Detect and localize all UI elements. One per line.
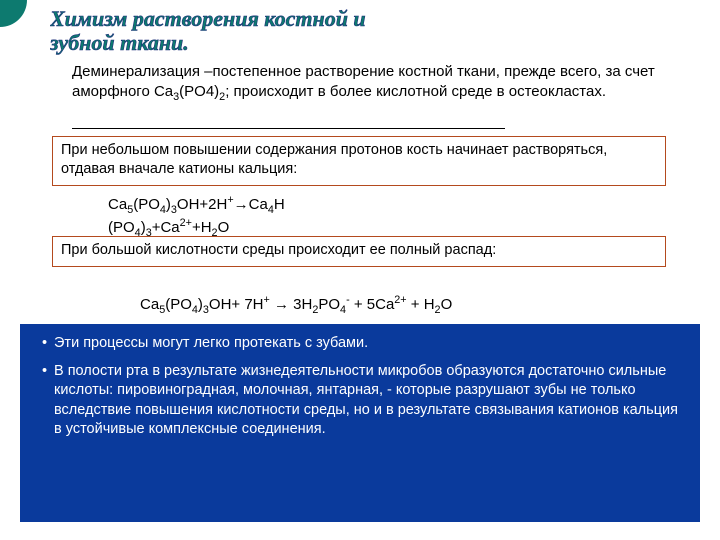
highlight-block: Эти процессы могут легко протекать с зуб… (20, 324, 700, 522)
eq2-t: → 3H (270, 296, 313, 313)
equation-2: Ca5(PO4)3OH+ 7H+ → 3H2PO4- + 5Ca2+ + H2O (140, 294, 640, 316)
title-svg: Химизм растворения костной и зубной ткан… (50, 4, 690, 60)
eq2-t: (PO (165, 296, 192, 313)
bullet-text: В полости рта в результате жизнедеятельн… (54, 363, 678, 438)
eq1-t: H (274, 196, 285, 213)
list-item: В полости рта в результате жизнедеятельн… (42, 362, 686, 440)
eq2-t: Ca (140, 296, 159, 313)
intro-mid-1: (PO4) (179, 83, 219, 100)
eq1-t: (PO (108, 219, 135, 236)
note-box-1-text: При небольшом повышении содержания прото… (61, 142, 607, 177)
intro-underline (72, 128, 505, 129)
eq2-t: O (441, 296, 453, 313)
eq1-t: Ca (108, 196, 127, 213)
bullet-text: Эти процессы могут легко протекать с зуб… (54, 335, 368, 351)
eq2-sup: 2+ (394, 294, 406, 306)
eq1-t: +H (192, 219, 212, 236)
note-box-2-text: При большой кислотности среды происходит… (61, 242, 496, 258)
eq1-sup: 2+ (180, 217, 192, 229)
eq2-t: PO (318, 296, 340, 313)
note-box-2: При большой кислотности среды происходит… (52, 236, 666, 267)
slide-title: Химизм растворения костной и зубной ткан… (50, 4, 690, 65)
equation-1-line-1: Ca5(PO4)3OH+2H+→Ca4H (108, 194, 488, 217)
list-item: Эти процессы могут легко протекать с зуб… (42, 334, 686, 354)
eq1-t: +Ca (152, 219, 180, 236)
eq2-t: OH+ 7H (209, 296, 264, 313)
title-line-2: зубной ткани. (50, 30, 189, 55)
eq2-t: + 5Ca (350, 296, 395, 313)
slide: Химизм растворения костной и зубной ткан… (0, 0, 720, 540)
intro-paragraph: Деминерализация –постепенное растворение… (72, 62, 680, 104)
title-line-1: Химизм растворения костной и (50, 6, 366, 31)
eq2-t: + H (407, 296, 435, 313)
corner-accent (0, 0, 54, 54)
eq1-t: (PO (133, 196, 160, 213)
equation-1: Ca5(PO4)3OH+2H+→Ca4H (PO4)3+Ca2++H2O (108, 194, 488, 240)
highlight-list: Эти процессы могут легко протекать с зуб… (42, 334, 686, 440)
intro-text-2: ; происходит в более кислотной среде в о… (225, 83, 606, 100)
eq1-t: OH+2H (177, 196, 227, 213)
note-box-1: При небольшом повышении содержания прото… (52, 136, 666, 186)
eq1-t: →Ca (234, 196, 268, 213)
eq1-t: O (218, 219, 230, 236)
